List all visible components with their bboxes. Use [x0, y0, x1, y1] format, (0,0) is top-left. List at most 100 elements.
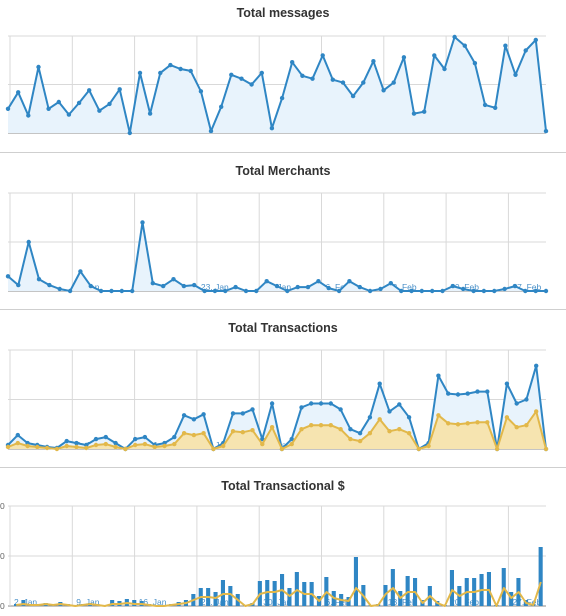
series-primary-point [514, 401, 519, 406]
series-primary-point [471, 288, 476, 294]
series-primary-point [16, 282, 21, 288]
series-secondary-point [416, 446, 421, 452]
series-primary-point [130, 288, 135, 294]
series-secondary-point [348, 436, 353, 442]
x-tick-label: 16. Jan [139, 597, 167, 607]
series-primary-point [290, 60, 295, 65]
series-primary-point [436, 373, 441, 378]
series-primary-line [7, 221, 546, 292]
series-primary-point [328, 401, 333, 406]
series-primary-point [98, 288, 104, 294]
series-primary-point [202, 288, 207, 294]
series-secondary-point [103, 441, 109, 447]
series-primary-point [523, 48, 528, 53]
series-secondary-point [543, 446, 549, 452]
series-primary-point [299, 405, 304, 410]
x-tick-label: 6. Feb [326, 282, 350, 292]
series-primary-point [208, 128, 214, 134]
series-secondary-point [387, 429, 392, 434]
series-secondary-point [44, 445, 50, 451]
series-primary-point [46, 106, 51, 112]
series-primary-point [103, 434, 109, 440]
series-secondary-point [269, 425, 275, 430]
series-primary-point [5, 274, 11, 279]
series-secondary-point [93, 442, 99, 448]
series-secondary-point [328, 423, 333, 428]
series-primary-area [8, 37, 546, 133]
series-primary-point [493, 105, 498, 111]
x-tick-label: 13. Feb [388, 597, 417, 607]
series-primary-point [274, 283, 280, 289]
series-primary-point [107, 101, 112, 107]
series-primary-point [442, 66, 447, 72]
series-primary-point [219, 104, 224, 110]
series-primary-point [406, 415, 412, 420]
bar [405, 576, 410, 606]
series-secondary-point [211, 446, 216, 452]
series-secondary-point [240, 430, 245, 435]
series-primary-point [127, 130, 132, 136]
series-primary-point [409, 288, 414, 294]
series-primary-area [8, 222, 546, 291]
series-secondary-point [64, 443, 69, 449]
series-primary-point [452, 34, 457, 40]
bar [353, 557, 358, 606]
series-primary-point [117, 87, 122, 92]
x-tick-label: 20. Feb [450, 282, 479, 292]
series-primary-point [481, 288, 487, 294]
chart-title-merchants: Total Merchants [235, 164, 331, 178]
bar [110, 600, 115, 606]
series-primary-point [36, 277, 42, 282]
series-secondary-point [504, 415, 510, 420]
series-secondary-point [35, 444, 40, 450]
series-primary-point [320, 53, 325, 58]
series-secondary-point [74, 444, 79, 450]
series-primary-point [87, 88, 92, 93]
series-primary-point [533, 288, 538, 294]
series-primary-point [198, 89, 204, 94]
series-primary-point [201, 412, 206, 417]
series-primary-point [411, 111, 417, 116]
series-secondary-point [426, 443, 431, 449]
series-primary-point [347, 279, 352, 284]
series-primary-point [357, 431, 363, 436]
series-primary-point [534, 363, 539, 368]
series-primary-point [513, 72, 518, 78]
series-primary-point [502, 286, 507, 292]
series-primary-point [462, 43, 467, 48]
series-secondary-point [289, 441, 294, 447]
series-primary-point [181, 413, 187, 418]
series-primary-point [475, 389, 480, 394]
series-secondary-point [172, 441, 177, 447]
series-secondary-point [133, 442, 138, 448]
series-primary-point [432, 53, 437, 58]
series-primary-point [269, 401, 275, 406]
series-primary-point [223, 288, 228, 294]
series-primary-point [391, 80, 396, 85]
bar [501, 568, 506, 606]
series-primary-point [133, 436, 138, 442]
series-primary-point [142, 434, 148, 440]
series-primary-point [243, 288, 249, 294]
series-primary-point [300, 73, 305, 79]
series-primary-point [88, 283, 94, 289]
series-secondary-point [446, 421, 451, 426]
bar [449, 570, 454, 606]
series-primary-line [7, 36, 547, 134]
y-tick-label: 0 [0, 501, 5, 511]
divider [0, 152, 566, 153]
series-secondary-line [16, 581, 542, 607]
chart-title-transactional-dollars: Total Transactional $ [221, 479, 345, 493]
series-primary-point [446, 391, 451, 396]
series-primary-point [461, 286, 466, 292]
series-primary-point [397, 402, 402, 407]
series-primary-point [387, 409, 392, 414]
series-primary-point [172, 434, 177, 440]
series-primary-point [188, 68, 193, 74]
chart-title-transactions: Total Transactions [228, 321, 338, 335]
series-secondary-point [113, 444, 118, 450]
bar [287, 588, 292, 606]
series-primary-point [150, 281, 155, 286]
